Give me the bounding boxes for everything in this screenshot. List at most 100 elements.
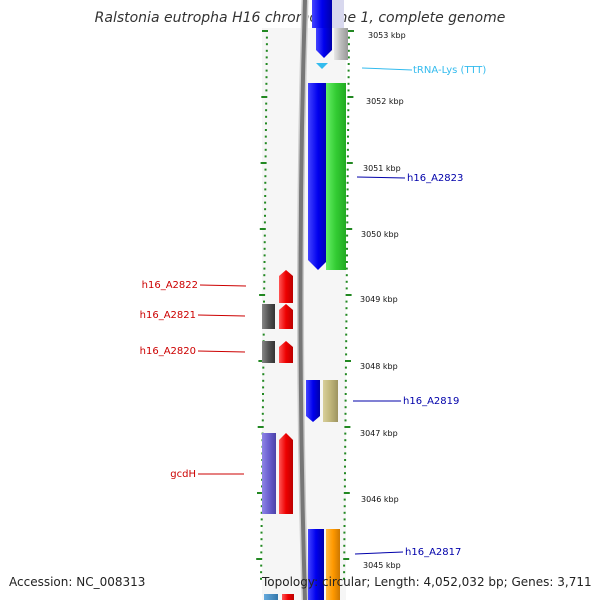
minor-tick xyxy=(346,247,348,250)
minor-tick xyxy=(264,208,267,211)
minor-tick xyxy=(346,195,349,197)
gene-feature-top-gray[interactable] xyxy=(334,28,348,60)
gene-h16-a2817-match[interactable] xyxy=(326,529,340,600)
minor-tick xyxy=(343,564,346,567)
minor-tick xyxy=(344,373,347,376)
minor-tick xyxy=(263,254,266,257)
major-tick xyxy=(262,30,268,32)
major-tick xyxy=(259,294,266,296)
minor-tick xyxy=(344,386,347,389)
gene-h16-a2819[interactable] xyxy=(306,380,320,422)
minor-tick xyxy=(345,287,348,290)
minor-tick xyxy=(347,36,350,39)
gene-forward-top[interactable] xyxy=(316,28,332,58)
backbone xyxy=(298,0,307,600)
minor-tick xyxy=(260,564,263,567)
minor-tick xyxy=(343,498,346,501)
gene-gcdh[interactable] xyxy=(279,433,293,514)
minor-tick xyxy=(260,571,263,574)
gcdh-label[interactable]: gcdH xyxy=(170,469,196,480)
gene-h16-a2819-match[interactable] xyxy=(323,380,338,422)
minor-tick xyxy=(264,142,267,145)
major-tick xyxy=(346,162,353,164)
minor-tick xyxy=(344,399,347,402)
gene-h16-a2821-match[interactable] xyxy=(262,304,275,329)
minor-tick xyxy=(265,89,268,92)
minor-tick xyxy=(346,148,349,151)
minor-tick xyxy=(261,406,264,409)
scale-label: 3045 kbp xyxy=(363,561,401,570)
gene-gcdh-match[interactable] xyxy=(262,433,276,514)
minor-tick xyxy=(264,181,267,184)
major-tick xyxy=(259,228,266,230)
scale-label: 3050 kbp xyxy=(361,230,399,239)
gene-h16-a2823-match[interactable] xyxy=(326,83,346,270)
scale-label: 3051 kbp xyxy=(363,164,401,173)
minor-tick xyxy=(263,287,266,290)
gene-feature-bottom-teal[interactable] xyxy=(264,594,278,600)
h16-a2823-label[interactable]: h16_A2823 xyxy=(407,173,463,184)
minor-tick xyxy=(343,551,346,554)
minor-tick xyxy=(263,300,265,303)
h16-a2823-leader xyxy=(356,176,406,179)
minor-tick xyxy=(264,168,267,171)
minor-tick xyxy=(343,505,346,508)
gene-h16-a2820-match[interactable] xyxy=(262,341,275,363)
minor-tick xyxy=(265,63,268,65)
minor-tick xyxy=(262,386,265,389)
h16-a2820-label[interactable]: h16_A2820 xyxy=(140,346,196,357)
gene-h16-a2823[interactable] xyxy=(308,83,328,270)
gene-h16-a2821[interactable] xyxy=(279,304,293,329)
map-title: Ralstonia eutropha H16 chromosome 1, com… xyxy=(94,10,506,26)
major-tick xyxy=(260,162,267,164)
minor-tick xyxy=(344,406,347,409)
accession-text: Accession: NC_008313 xyxy=(9,575,146,589)
minor-tick xyxy=(345,300,348,303)
minor-tick xyxy=(346,214,349,217)
features xyxy=(262,0,348,600)
minor-tick xyxy=(264,201,267,204)
scale-label: 3048 kbp xyxy=(360,362,398,371)
minor-tick xyxy=(343,538,346,541)
minor-tick xyxy=(346,241,349,244)
minor-tick xyxy=(260,498,263,501)
gene-h16-a2822[interactable] xyxy=(279,270,293,303)
trna-lys-feature[interactable] xyxy=(316,63,328,69)
minor-tick xyxy=(261,419,264,422)
minor-tick xyxy=(344,393,347,395)
minor-tick xyxy=(343,577,345,580)
minor-tick xyxy=(264,195,267,197)
minor-tick xyxy=(347,129,350,131)
gene-feature-bottom-red[interactable] xyxy=(282,594,294,600)
scale-labels: 3053 kbp 3052 kbp 3051 kbp 3050 kbp 3049… xyxy=(360,31,406,570)
h16-a2819-label[interactable]: h16_A2819 xyxy=(403,396,459,407)
minor-tick xyxy=(262,393,264,395)
major-tick xyxy=(345,360,351,362)
gene-h16-a2820[interactable] xyxy=(279,341,293,363)
minor-tick xyxy=(260,505,263,508)
minor-tick xyxy=(347,115,350,118)
minor-tick xyxy=(344,379,347,382)
minor-tick xyxy=(347,82,350,85)
h16-a2821-label[interactable]: h16_A2821 xyxy=(140,310,196,321)
minor-tick xyxy=(265,102,268,105)
gene-forward-top-upper[interactable] xyxy=(312,0,332,28)
minor-tick xyxy=(264,129,267,131)
h16-a2822-label[interactable]: h16_A2822 xyxy=(142,280,198,291)
minor-tick xyxy=(263,280,266,283)
minor-tick xyxy=(346,221,349,224)
feature-callouts: tRNA-Lys (TTT) h16_A2823 h16_A2822 h16_A… xyxy=(140,65,487,558)
h16-a2817-label[interactable]: h16_A2817 xyxy=(405,547,461,558)
scale-label: 3047 kbp xyxy=(360,429,398,438)
gene-h16-a2817[interactable] xyxy=(308,529,324,600)
h16-a2817-leader xyxy=(354,551,404,555)
major-tick xyxy=(344,426,351,428)
minor-tick xyxy=(344,419,347,422)
minor-tick xyxy=(346,168,349,171)
h16-a2820-leader xyxy=(197,350,246,353)
minor-tick xyxy=(344,432,347,435)
minor-tick xyxy=(346,201,349,204)
trna-lys-label[interactable]: tRNA-Lys (TTT) xyxy=(413,65,486,76)
trna-lys-leader xyxy=(361,67,413,71)
minor-tick xyxy=(345,353,348,356)
